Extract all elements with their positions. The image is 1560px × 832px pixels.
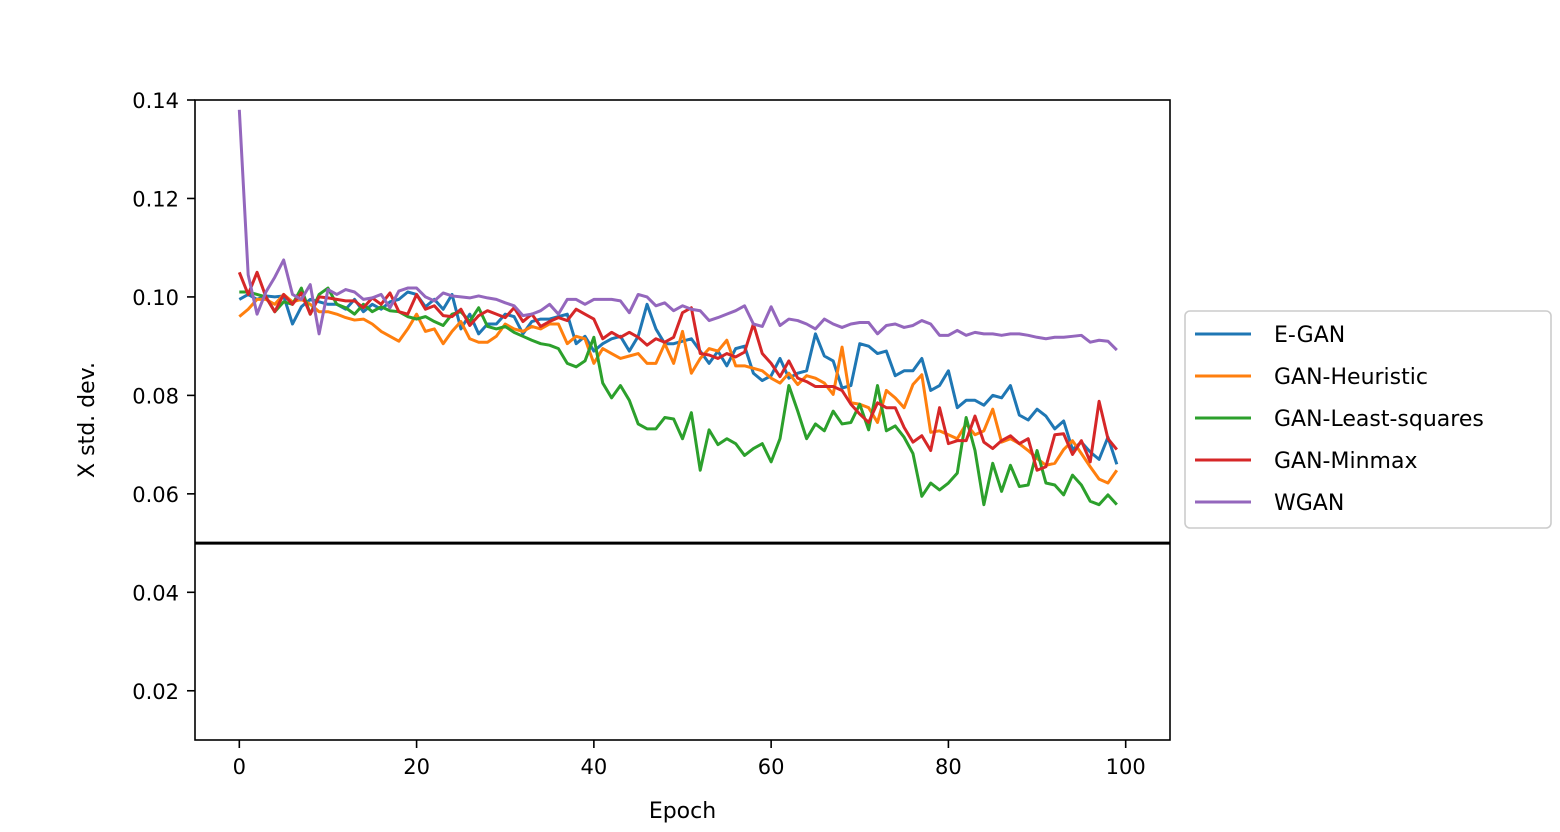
series-line-gan-least-squares xyxy=(239,286,1118,507)
y-tick-label: 0.12 xyxy=(132,187,179,211)
y-axis: 0.02 0.04 0.06 0.08 0.10 0.12 0.14 xyxy=(132,89,195,704)
y-tick-label: 0.02 xyxy=(132,680,179,704)
x-tick-label: 100 xyxy=(1106,755,1146,779)
y-tick-label: 0.10 xyxy=(132,286,179,310)
legend-box xyxy=(1184,310,1552,529)
x-axis: 0 20 40 60 80 100 xyxy=(233,740,1146,779)
x-tick-label: 80 xyxy=(935,755,962,779)
y-tick-label: 0.14 xyxy=(132,89,179,113)
legend: E-GAN GAN-Heuristic GAN-Least-squares GAN-M… xyxy=(1184,310,1552,529)
x-tick-label: 60 xyxy=(758,755,785,779)
plot-lines xyxy=(237,109,1119,507)
series-line-wgan xyxy=(237,109,1118,352)
x-tick-label: 0 xyxy=(233,755,246,779)
y-axis-label: X std. dev. xyxy=(75,362,100,478)
legend-label: GAN-Least-squares xyxy=(1274,407,1484,432)
y-tick-label: 0.04 xyxy=(132,581,179,605)
legend-label: GAN-Minmax xyxy=(1274,449,1417,474)
legend-label: E-GAN xyxy=(1274,323,1345,348)
x-tick-label: 20 xyxy=(403,755,430,779)
x-tick-label: 40 xyxy=(580,755,607,779)
plot-frame xyxy=(194,99,1171,741)
y-tick-label: 0.06 xyxy=(132,483,179,507)
legend-label: WGAN xyxy=(1274,491,1344,516)
y-tick-label: 0.08 xyxy=(132,384,179,408)
x-axis-label: Epoch xyxy=(649,799,716,824)
legend-label: GAN-Heuristic xyxy=(1274,365,1428,390)
